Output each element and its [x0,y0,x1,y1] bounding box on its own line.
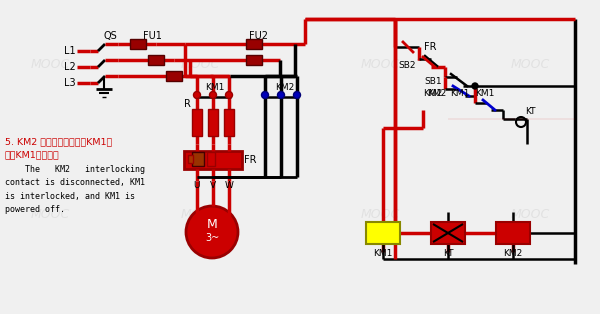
Bar [208,109,218,136]
Bar [184,151,242,169]
Text: MOOC: MOOC [181,57,220,71]
Bar [130,39,146,49]
Text: L1: L1 [64,46,76,56]
Text: 5. KM2 联锁触头断开，对KM1联: 5. KM2 联锁触头断开，对KM1联 [5,138,112,147]
Circle shape [209,91,217,99]
Text: The   KM2   interlocking: The KM2 interlocking [5,165,145,175]
Bar [188,155,193,163]
Circle shape [293,91,301,99]
Bar [496,222,530,244]
Text: MOOC: MOOC [31,57,70,71]
Text: FR: FR [244,155,256,165]
Text: L3: L3 [64,78,76,88]
Text: MOOC: MOOC [181,208,220,220]
Bar [192,152,204,166]
Text: KM1: KM1 [451,89,470,99]
Text: is interlocked, and KM1 is: is interlocked, and KM1 is [5,192,135,201]
Text: KM2: KM2 [275,84,295,93]
Text: KT: KT [443,250,453,258]
Circle shape [226,91,233,99]
Text: V: V [210,181,216,190]
Text: KM2: KM2 [424,89,443,99]
Circle shape [277,91,284,99]
Circle shape [186,206,238,258]
Circle shape [262,91,269,99]
Text: FU2: FU2 [248,31,268,41]
Text: W: W [224,181,233,190]
Text: MOOC: MOOC [31,208,70,220]
Text: KM2: KM2 [503,250,523,258]
Bar [431,222,465,244]
Text: MOOC: MOOC [361,57,400,71]
Text: FU1: FU1 [143,31,161,41]
Text: contact is disconnected, KM1: contact is disconnected, KM1 [5,178,145,187]
Text: powered off.: powered off. [5,204,65,214]
Text: KM1: KM1 [205,84,224,93]
Text: 3~: 3~ [205,233,219,243]
Text: M: M [206,219,217,231]
Bar [366,222,400,244]
Bar [166,71,182,81]
Text: MOOC: MOOC [361,208,400,220]
Text: KT: KT [525,107,535,116]
Bar [246,39,262,49]
Text: QS: QS [103,31,117,41]
Text: KM2: KM2 [427,89,446,99]
Text: SB1: SB1 [424,78,442,86]
Bar [148,55,164,65]
Bar [207,152,215,166]
Text: R: R [184,99,190,109]
Bar [224,109,234,136]
Circle shape [472,83,478,89]
Text: L2: L2 [64,62,76,72]
Text: KM1: KM1 [475,89,494,99]
Bar [246,55,262,65]
Text: MOOC: MOOC [511,57,550,71]
Text: 锁，KM1线圈失电: 锁，KM1线圈失电 [5,150,60,160]
Bar [192,109,202,136]
Circle shape [193,91,200,99]
Text: KM1: KM1 [373,250,392,258]
Text: FR: FR [424,42,436,52]
Text: U: U [194,181,200,190]
Text: MOOC: MOOC [511,208,550,220]
Text: SB2: SB2 [398,62,416,71]
